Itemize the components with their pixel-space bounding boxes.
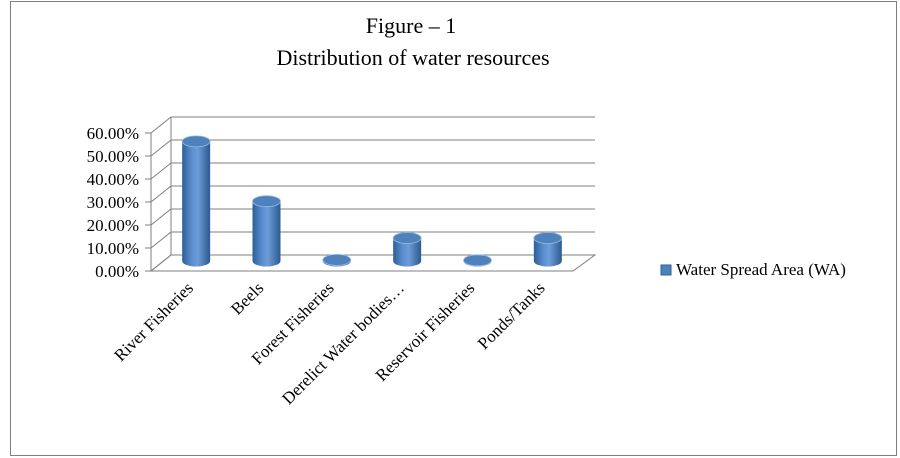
- x-category-label: Beels: [227, 278, 267, 318]
- bar: [392, 232, 422, 267]
- chart-frame: Figure – 1 Distribution of water resourc…: [10, 1, 897, 456]
- y-tick-label: 60.00%: [87, 124, 139, 143]
- side-gridline: [150, 208, 172, 226]
- bar: [463, 254, 492, 267]
- y-tick-label: 0.00%: [95, 262, 139, 281]
- legend-swatch: [660, 264, 672, 276]
- bar-body: [252, 201, 281, 267]
- bar-top: [392, 232, 422, 244]
- side-gridline: [150, 116, 172, 134]
- y-tick-label: 50.00%: [87, 147, 139, 166]
- y-tick-label: 40.00%: [87, 170, 139, 189]
- y-axis-tick-labels: 0.00% 10.00% 20.00% 30.00% 40.00% 50.00% 60.00…: [87, 124, 139, 281]
- grid-layer: [145, 116, 597, 272]
- floor-plane: [149, 254, 597, 272]
- bar-top: [322, 253, 352, 266]
- bar-body: [533, 238, 562, 267]
- bar-top: [533, 232, 563, 244]
- bar-top: [252, 195, 281, 208]
- x-category-label: Derelict Water bodies…: [278, 278, 408, 408]
- bar-body: [182, 141, 211, 267]
- bar: [181, 135, 211, 267]
- bar: [322, 253, 352, 267]
- chart-subtitle: Distribution of water resources: [276, 45, 549, 70]
- legend: Water Spread Area (WA): [660, 260, 846, 279]
- y-tick-label: 20.00%: [87, 216, 139, 235]
- x-category-label: River Fisheries: [110, 278, 197, 365]
- side-gridline: [150, 185, 172, 203]
- y-tick-label: 30.00%: [87, 193, 139, 212]
- bar-layer: [181, 135, 563, 267]
- bar-top: [463, 254, 492, 267]
- legend-label: Water Spread Area (WA): [676, 260, 846, 279]
- side-gridline: [150, 139, 172, 157]
- side-gridline: [150, 162, 172, 180]
- bar: [533, 232, 563, 267]
- side-gridline: [150, 231, 172, 249]
- chart-title: Figure – 1: [366, 13, 456, 38]
- bar: [252, 195, 281, 267]
- chart-svg: Figure – 1 Distribution of water resourc…: [87, 13, 846, 408]
- x-category-label: Ponds/Tanks: [474, 278, 549, 353]
- bar-top: [181, 135, 211, 148]
- bar-body: [393, 238, 422, 267]
- y-tick-label: 10.00%: [87, 239, 139, 258]
